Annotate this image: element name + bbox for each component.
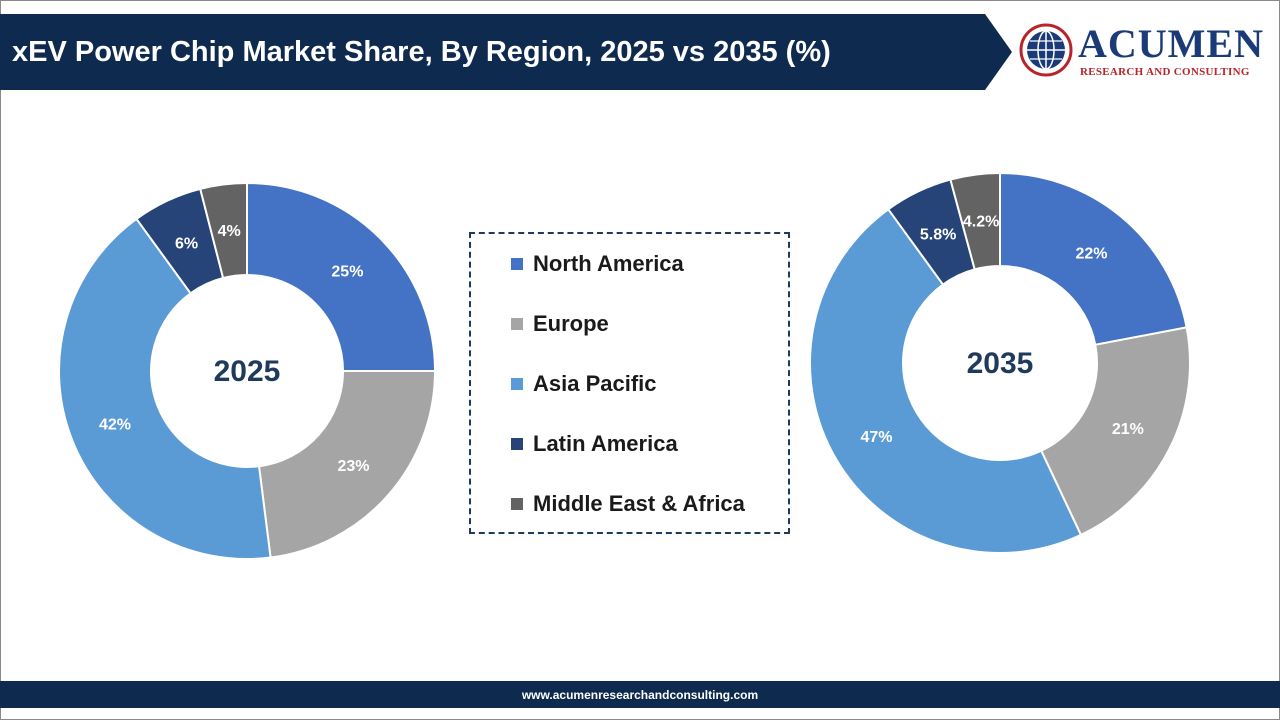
slice-data-label: 6% (175, 236, 198, 253)
footer-bar: www.acumenresearchandconsulting.com (0, 681, 1280, 708)
donut-center-label: 2035 (967, 347, 1034, 380)
slice-data-label: 4% (218, 223, 241, 240)
donut-slice (809, 207, 1083, 554)
legend-label: Latin America (533, 431, 678, 456)
donut-slice (949, 171, 1001, 271)
legend-swatch (511, 498, 523, 510)
legend-label: North America (533, 251, 684, 276)
legend-item: North America (511, 249, 684, 279)
donut-slice (58, 217, 272, 560)
donut-center-label: 2025 (214, 355, 281, 388)
legend-swatch (511, 318, 523, 330)
slice-data-label: 21% (1112, 421, 1144, 438)
legend-item: Middle East & Africa (511, 489, 745, 519)
slice-data-label: 23% (338, 458, 370, 475)
slice-data-label: 25% (331, 264, 363, 281)
legend-item: Europe (511, 309, 609, 339)
slice-data-label: 4.2% (963, 214, 999, 231)
chart-legend: North America Europe Asia Pacific Latin … (469, 232, 790, 534)
company-logo: ACUMEN RESEARCH AND CONSULTING (1016, 20, 1264, 82)
legend-swatch (511, 258, 523, 270)
donut-slice (999, 171, 1188, 346)
legend-label: Asia Pacific (533, 371, 657, 396)
slice-data-label: 5.8% (920, 227, 956, 244)
slice-data-label: 42% (99, 416, 131, 433)
donut-slice (257, 370, 437, 559)
legend-label: Middle East & Africa (533, 491, 745, 516)
logo-wordmark: ACUMEN (1078, 21, 1264, 66)
slice-data-label: 22% (1075, 245, 1107, 262)
legend-swatch (511, 378, 523, 390)
legend-label: Europe (533, 311, 609, 336)
slice-data-label: 47% (860, 429, 892, 446)
legend-swatch (511, 438, 523, 450)
donut-slice (199, 181, 248, 280)
donut-slice (246, 181, 437, 372)
donut-chart-2025: 25% 23% 42% 6% 4% 2025 (58, 181, 437, 560)
globe-icon (1019, 23, 1073, 77)
logo-subtitle: RESEARCH AND CONSULTING (1080, 66, 1250, 78)
donut-slice (1039, 326, 1191, 537)
legend-item: Asia Pacific (511, 369, 657, 399)
footer-url[interactable]: www.acumenresearchandconsulting.com (521, 687, 759, 702)
legend-item: Latin America (511, 429, 678, 459)
donut-chart-2035: 22% 21% 47% 5.8% 4.2% 2035 (809, 171, 1191, 554)
header-banner (0, 14, 1012, 90)
page-title: xEV Power Chip Market Share, By Region, … (12, 35, 831, 68)
